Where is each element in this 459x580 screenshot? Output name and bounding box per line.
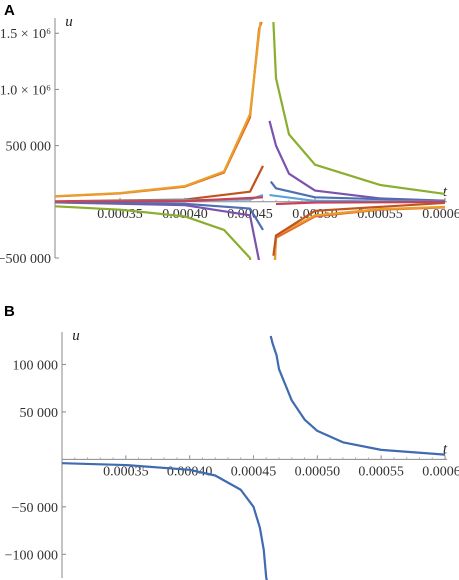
chart-a-series-2-line xyxy=(55,21,445,260)
panel-a-label: A xyxy=(4,2,15,19)
chart-a-y-tick-label: 1.0 × 10⁶ xyxy=(0,83,51,98)
chart-a-x-axis-label: t xyxy=(443,184,448,200)
chart-b-y-axis-label: u xyxy=(72,328,80,344)
chart-b-y-tick-label: −100 000 xyxy=(5,548,58,563)
chart-b-x-axis-label: t xyxy=(443,441,448,457)
chart-b-y-tick-label: 100 000 xyxy=(13,358,59,373)
chart-b-y-tick-label: 50 000 xyxy=(20,406,59,421)
chart-a-y-axis-label: u xyxy=(65,14,73,30)
chart-panel-b: 0.00035 0.00040 0.00045 0.00050 0.00055 0.000… xyxy=(5,328,459,580)
chart-b-series-0-line xyxy=(62,335,445,580)
chart-a-y-tick-label: 500 000 xyxy=(6,140,52,155)
chart-a-y-tick-label: 1.5 × 10⁶ xyxy=(0,27,51,42)
chart-a-x-tick-label: 0.00040 xyxy=(162,207,208,222)
chart-a-series-1-line xyxy=(55,21,445,260)
chart-b-y-tick-label: −50 000 xyxy=(12,501,58,516)
chart-b-x-tick-label: 0.00035 xyxy=(103,464,149,479)
chart-a-series-4-line xyxy=(55,180,445,231)
chart-b-x-tick-label: 0.00060 xyxy=(422,464,459,479)
chart-b-x-tick-label: 0.00050 xyxy=(295,464,341,479)
chart-a-y-tick-label: −500 000 xyxy=(0,252,51,267)
chart-b-x-tick-label: 0.00055 xyxy=(358,464,404,479)
chart-b-x-tick-label: 0.00045 xyxy=(231,464,277,479)
chart-b-x-tick-label: 0.00040 xyxy=(167,464,213,479)
chart-a-x-tick-label: 0.00060 xyxy=(422,207,459,222)
panel-b-label: B xyxy=(4,303,15,320)
chart-panel-a: 0.00035 0.00040 0.00045 0.00050 0.00055 0.000… xyxy=(0,14,459,267)
chart-a-series-7-line xyxy=(55,196,445,206)
